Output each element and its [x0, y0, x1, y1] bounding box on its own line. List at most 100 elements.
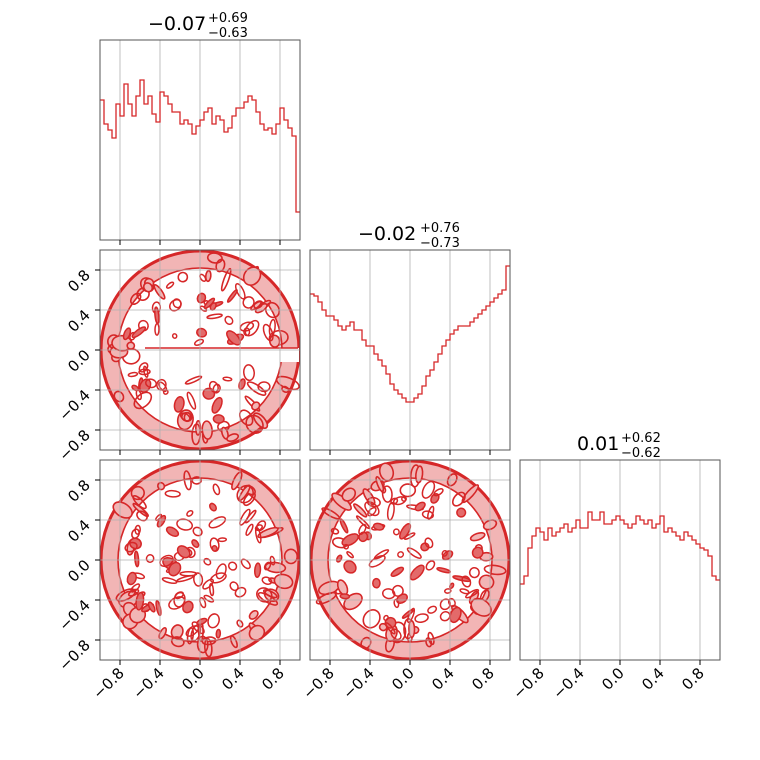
hist2d-r1c0-inner-blob-38 — [154, 322, 160, 336]
hist2d-r2c0-inner-blob-46 — [193, 572, 204, 587]
hist2d-r1c0-inner-blob-53 — [184, 375, 203, 385]
hist2d-r2c1-inner-blob-56 — [441, 549, 448, 557]
hist2d-r2c0-ring-contour-33 — [283, 548, 299, 565]
hist2d-r2c0-ring-contour-41 — [236, 619, 244, 628]
hist2d-r1c0-ring-contour-15 — [245, 414, 264, 434]
hist2d-r1c0-inner-blob-4 — [206, 313, 223, 320]
hist2d-r2c1-inner-blob-28 — [427, 605, 438, 614]
hist2d-r2c1-inner-blob-64 — [414, 501, 426, 512]
hist2d-r2c1-inner-blob-51 — [339, 593, 351, 600]
hist2d-r2c0-ring-contour-38 — [256, 587, 273, 603]
hist2d-r2c1-inner-blob-60 — [358, 523, 367, 535]
hist2d-r1c0-ytick-label-2: 0.0 — [64, 346, 94, 376]
hist2d-r2c1-xtick-label-4: 0.8 — [468, 664, 498, 694]
hist2d-r2c1-inner-blob-32 — [399, 523, 412, 540]
hist2d-r2c0-inner-blob-57 — [126, 571, 137, 586]
hist2d-r2c0-inner-blob-28 — [254, 562, 262, 579]
hist2d-r2c1-ring-contour-45 — [315, 591, 337, 605]
hist2d-r2c0-inner-blob-9 — [263, 561, 272, 571]
hist2d-r2c1-inner-blob-57 — [390, 566, 405, 577]
title-param-1: −0.07 +0.69 −0.63 — [148, 11, 248, 41]
hist2d-r2c0-inner-blob-39 — [130, 583, 141, 593]
title-3-plus: +0.62 — [621, 431, 661, 446]
hist2d-r2c0-inner-blob-64 — [164, 489, 181, 498]
hist2d-r2c0-xtick-label-4: 0.8 — [258, 664, 288, 694]
hist2d-r1c0-ring-contour-32 — [242, 266, 262, 286]
hist2d-r2c1-xtick-label-3: 0.4 — [428, 664, 458, 694]
hist2d-r1c0-inner-blob-52 — [211, 396, 223, 414]
hist2d-r2c1-inner-blob-68 — [409, 564, 425, 581]
hist2d-r2c0-inner-blob-52 — [208, 516, 227, 529]
hist2d-r1c0-inner-blob-62 — [238, 378, 246, 390]
hist2d-r1c0-ring-contour-35 — [153, 284, 166, 300]
hist-2-steps — [310, 265, 510, 403]
hist2d-r2c0-inner-blob-26 — [176, 518, 194, 531]
hist2d-r2c1-inner-blob-41 — [372, 577, 381, 589]
title-1-plus: +0.69 — [208, 11, 248, 26]
title-2-plus: +0.76 — [420, 221, 460, 236]
hist2d-r2c1-inner-blob-59 — [461, 575, 472, 588]
hist2d-r1c0-inner-blob-19 — [226, 289, 238, 303]
hist2d-r2c1-ring-contour-29 — [353, 503, 368, 518]
hist2d-r2c1-inner-blob-29 — [343, 560, 357, 574]
hist2d-r2c0-ring-contour-37 — [257, 526, 279, 539]
hist2d-r1c0-inner-blob-48 — [143, 365, 149, 378]
title-param-3: 0.01 +0.62 −0.62 — [577, 431, 661, 461]
hist2d-r1c0-inner-blob-39 — [222, 376, 233, 382]
hist2d-r2c0-inner-blob-38 — [147, 601, 156, 613]
hist2d-r2c0-ring-contour-32 — [130, 485, 145, 501]
hist2d-r1c0-ring-contour-23 — [177, 271, 189, 283]
hist2d-r1c0-inner-blob-25 — [122, 327, 132, 341]
hist2d-r2c0-inner-blob-69 — [196, 617, 208, 626]
hist2d-r2c1-inner-blob-54 — [383, 614, 389, 621]
hist2d-r2c0-inner-blob-61 — [209, 502, 217, 512]
hist-3-xtick-label-3: 0.4 — [638, 664, 668, 694]
hist2d-r2c0-inner-blob-67 — [254, 524, 263, 532]
hist2d-r2c0-inner-blob-31 — [134, 550, 140, 568]
hist2d-r2c1-inner-blob-10 — [424, 537, 434, 549]
hist2d-r1c0-ring-contour-7 — [206, 252, 223, 264]
hist2d-r2c0-inner-blob-47 — [134, 524, 141, 535]
hist2d-r2c0-ring-contour-14 — [170, 624, 184, 640]
hist2d-r1c0-inner-blob-45 — [145, 378, 157, 389]
hist2d-r1c0-inner-blob-30 — [253, 300, 264, 309]
hist2d-r2c1-inner-blob-26 — [391, 584, 404, 597]
hist2d-r2c1-inner-blob-46 — [443, 588, 452, 594]
hist2d-r2c0-ring-contour-20 — [248, 609, 259, 620]
hist2d-r1c0-inner-blob-58 — [127, 371, 139, 378]
hist2d-r1c0-inner-blob-54 — [208, 380, 219, 393]
title-3-minus: −0.62 — [621, 446, 661, 461]
hist2d-r1c0-inner-blob-65 — [212, 414, 225, 424]
hist2d-r2c0-ring-contour-43 — [157, 481, 166, 491]
hist2d-r2c0-inner-blob-45 — [161, 577, 178, 585]
hist2d-r2c1-inner-blob-58 — [401, 495, 407, 502]
hist2d-r2c1-ring-contour-30 — [451, 491, 466, 507]
hist2d-r1c0-inner-blob-63 — [268, 318, 276, 337]
hist2d-r2c0-inner-blob-11 — [215, 563, 227, 580]
hist2d-r1c0-ring-contour-25 — [264, 301, 281, 319]
hist2d-r2c1-ring-contour-34 — [483, 564, 507, 576]
hist2d-r2c1-inner-blob-38 — [393, 598, 400, 609]
hist-3-steps — [520, 511, 720, 585]
hist2d-r2c1-ring-contour-22 — [469, 532, 486, 542]
hist2d-r2c0-ring-contour-42 — [229, 635, 238, 649]
hist2d-r2c1-inner-blob-16 — [390, 628, 402, 641]
hist2d-r2c1-xtick-label-0: −0.8 — [299, 664, 337, 702]
hist2d-r2c0-inner-blob-37 — [185, 625, 200, 637]
hist2d-r2c0-inner-blob-66 — [124, 541, 138, 553]
hist2d-r2c1-ring-contour-13 — [341, 487, 357, 502]
hist2d-r2c1-inner-blob-52 — [471, 546, 484, 559]
hist2d-r1c0-inner-blob-6 — [186, 391, 197, 410]
hist2d-r1c0-ring-contour-5 — [251, 401, 261, 411]
hist-3-xtick-label-0: −0.8 — [509, 664, 547, 702]
hist2d-r1c0-inner-blob-42 — [224, 315, 234, 325]
hist2d-r2c0-inner-blob-17 — [209, 582, 215, 597]
hist2d-r2c1-ring-contour-14 — [399, 483, 417, 498]
hist2d-r1c0-ring-contour-37 — [113, 390, 125, 403]
hist2d-r2c0-inner-blob-55 — [234, 586, 247, 598]
hist2d-r1c0-ring-contour-41 — [226, 433, 240, 443]
hist2d-r2c0-inner-blob-68 — [174, 591, 184, 600]
hist2d-r2c1-ring-contour-18 — [330, 527, 340, 535]
hist2d-r2c1-inner-blob-23 — [439, 611, 451, 622]
hist2d-r2c0-inner-blob-19 — [165, 526, 180, 538]
